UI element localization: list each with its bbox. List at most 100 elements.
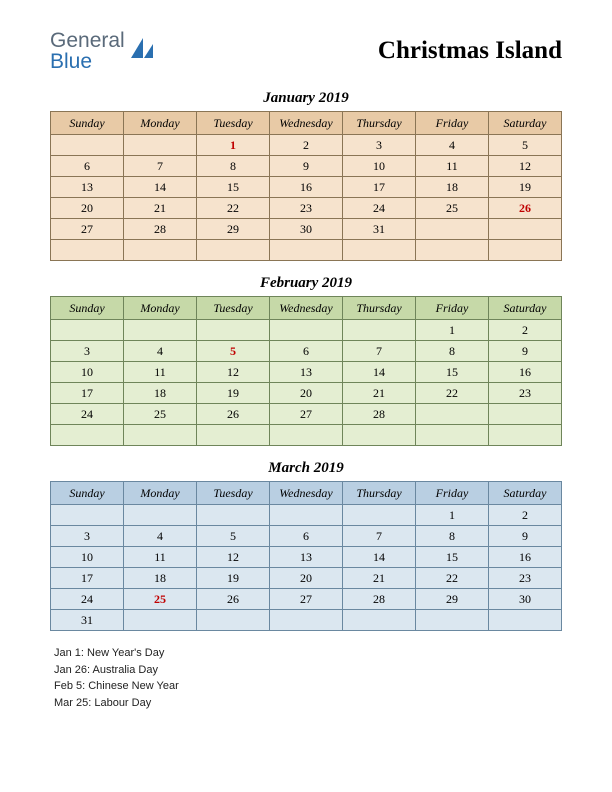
day-header: Wednesday [270, 297, 343, 320]
day-cell: 15 [416, 547, 489, 568]
week-row: 3456789 [51, 526, 562, 547]
day-cell: 11 [416, 156, 489, 177]
day-cell: 26 [197, 404, 270, 425]
day-cell: 14 [124, 177, 197, 198]
day-cell: 22 [416, 383, 489, 404]
day-cell [124, 505, 197, 526]
day-cell: 8 [197, 156, 270, 177]
day-cell: 5 [489, 135, 562, 156]
day-cell [343, 240, 416, 261]
day-cell: 23 [489, 383, 562, 404]
day-cell [489, 425, 562, 446]
month-title: February 2019 [50, 275, 562, 292]
week-row: 31 [51, 610, 562, 631]
week-row: 12 [51, 320, 562, 341]
week-row: 20212223242526 [51, 198, 562, 219]
day-cell: 27 [270, 404, 343, 425]
week-row [51, 240, 562, 261]
day-cell: 7 [124, 156, 197, 177]
logo-sail-icon [129, 36, 155, 67]
day-cell: 2 [489, 320, 562, 341]
day-cell [270, 320, 343, 341]
header: General Blue Christmas Island [50, 30, 562, 72]
day-cell: 20 [270, 568, 343, 589]
week-row: 10111213141516 [51, 547, 562, 568]
day-cell [270, 505, 343, 526]
day-cell [416, 610, 489, 631]
day-cell [416, 240, 489, 261]
day-cell [124, 240, 197, 261]
day-cell: 31 [51, 610, 124, 631]
day-cell: 22 [416, 568, 489, 589]
day-cell: 4 [124, 341, 197, 362]
week-row: 2425262728 [51, 404, 562, 425]
day-cell: 15 [197, 177, 270, 198]
day-cell: 3 [51, 526, 124, 547]
day-header: Saturday [489, 482, 562, 505]
holiday-entry: Jan 26: Australia Day [54, 662, 562, 679]
day-cell: 27 [51, 219, 124, 240]
day-cell [270, 240, 343, 261]
holidays-list: Jan 1: New Year's DayJan 26: Australia D… [50, 645, 562, 711]
calendar-table: SundayMondayTuesdayWednesdayThursdayFrid… [50, 111, 562, 261]
day-cell [343, 505, 416, 526]
day-cell: 12 [489, 156, 562, 177]
months-container: January 2019SundayMondayTuesdayWednesday… [50, 90, 562, 631]
day-cell: 2 [270, 135, 343, 156]
day-header: Sunday [51, 112, 124, 135]
day-cell [197, 320, 270, 341]
day-cell: 19 [489, 177, 562, 198]
week-row: 6789101112 [51, 156, 562, 177]
day-header: Thursday [343, 482, 416, 505]
day-header: Tuesday [197, 482, 270, 505]
day-cell: 12 [197, 362, 270, 383]
day-cell: 2 [489, 505, 562, 526]
day-cell: 7 [343, 341, 416, 362]
day-cell: 25 [416, 198, 489, 219]
day-cell: 20 [270, 383, 343, 404]
week-row: 13141516171819 [51, 177, 562, 198]
day-cell: 1 [416, 320, 489, 341]
day-cell: 24 [343, 198, 416, 219]
day-cell: 27 [270, 589, 343, 610]
day-cell: 12 [197, 547, 270, 568]
day-cell: 17 [343, 177, 416, 198]
day-cell: 13 [270, 362, 343, 383]
day-cell [51, 505, 124, 526]
calendar-table: SundayMondayTuesdayWednesdayThursdayFrid… [50, 296, 562, 446]
day-cell [416, 404, 489, 425]
day-header: Sunday [51, 297, 124, 320]
day-cell: 25 [124, 404, 197, 425]
day-cell: 5 [197, 341, 270, 362]
day-header: Wednesday [270, 482, 343, 505]
day-cell: 21 [343, 568, 416, 589]
day-cell [197, 610, 270, 631]
week-row: 10111213141516 [51, 362, 562, 383]
day-cell: 7 [343, 526, 416, 547]
week-row: 3456789 [51, 341, 562, 362]
day-cell: 26 [197, 589, 270, 610]
day-header: Friday [416, 482, 489, 505]
day-cell: 24 [51, 404, 124, 425]
day-cell: 16 [270, 177, 343, 198]
day-cell [51, 240, 124, 261]
day-cell [124, 135, 197, 156]
logo-line2: Blue [50, 51, 125, 72]
day-cell: 13 [270, 547, 343, 568]
day-header: Wednesday [270, 112, 343, 135]
day-header: Tuesday [197, 297, 270, 320]
day-cell [270, 425, 343, 446]
day-cell: 28 [124, 219, 197, 240]
day-cell: 3 [343, 135, 416, 156]
day-cell: 1 [416, 505, 489, 526]
day-cell: 22 [197, 198, 270, 219]
day-header: Monday [124, 297, 197, 320]
holiday-entry: Feb 5: Chinese New Year [54, 678, 562, 695]
day-cell [197, 425, 270, 446]
day-cell: 1 [197, 135, 270, 156]
day-header: Friday [416, 112, 489, 135]
day-cell: 10 [343, 156, 416, 177]
day-cell: 6 [270, 526, 343, 547]
day-header: Monday [124, 482, 197, 505]
day-cell [343, 425, 416, 446]
